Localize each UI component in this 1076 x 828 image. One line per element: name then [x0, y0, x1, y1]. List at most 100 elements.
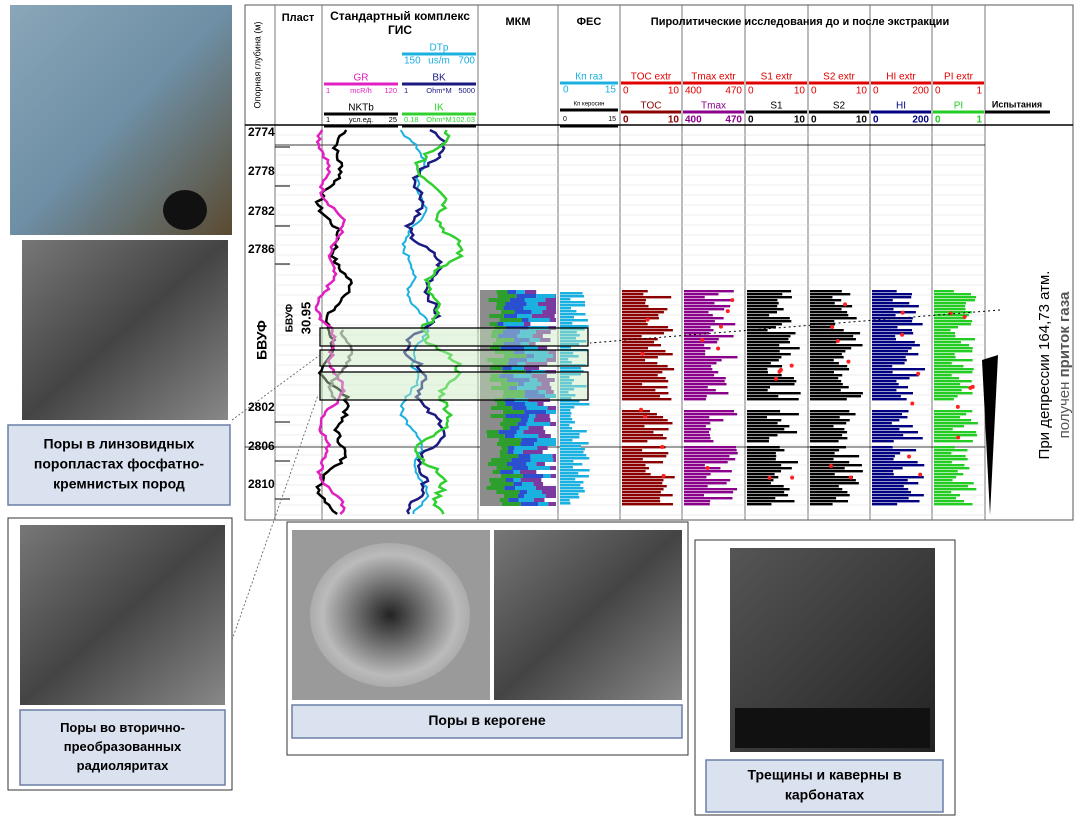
mkm-fill: [524, 350, 549, 354]
fes-bar: [560, 490, 585, 493]
pyro-bar: [934, 455, 966, 458]
mkm-fill: [480, 394, 503, 398]
pyro-bar: [872, 323, 923, 326]
mkm-fill: [496, 490, 520, 494]
pyro-bar: [622, 386, 668, 389]
pyro-bar: [872, 470, 894, 473]
label: HI: [896, 101, 906, 112]
pyro-bar: [747, 422, 778, 425]
pyro-bar: [872, 380, 897, 383]
pyro-dot: [700, 338, 705, 343]
pyro-bar: [747, 347, 800, 350]
pyro-bar: [934, 491, 952, 494]
pyro-bar: [810, 380, 842, 383]
pyro-bar: [810, 470, 863, 473]
label: 0: [623, 115, 629, 126]
pyro-dot: [730, 298, 735, 303]
label: BK: [432, 73, 446, 84]
mkm-fill: [492, 470, 501, 474]
pyro-bar: [934, 398, 954, 401]
pyro-bar: [684, 464, 705, 467]
fes-bar: [560, 310, 577, 313]
depth-label: 2806: [248, 439, 275, 453]
pyro-bar: [872, 416, 908, 419]
pyro-bar: [622, 416, 664, 419]
fes-bar: [560, 457, 590, 460]
pyro-bar: [747, 362, 771, 365]
label: 700: [458, 56, 475, 67]
mkm-fill: [553, 458, 556, 462]
fes-bar: [560, 445, 581, 448]
pyro-bar: [810, 347, 852, 350]
mkm-fill: [524, 410, 547, 414]
pyro-bar: [622, 296, 672, 299]
fes-bar: [560, 343, 580, 346]
mkm-fill: [499, 374, 514, 378]
mkm-fill: [514, 434, 539, 438]
pyro-bar: [684, 347, 711, 350]
pyro-bar: [684, 386, 708, 389]
pyro-bar: [934, 461, 952, 464]
label: 0: [748, 86, 754, 97]
label: ФЕС: [577, 16, 602, 28]
mkm-fill: [480, 446, 502, 450]
mkm-fill: [517, 422, 527, 426]
label: Испытания: [992, 99, 1042, 109]
mkm-fill: [494, 350, 514, 354]
pyro-bar: [622, 299, 646, 302]
pyro-bar: [872, 332, 914, 335]
pyro-bar: [934, 470, 958, 473]
pyro-bar: [622, 470, 646, 473]
mkm-fill: [522, 450, 543, 454]
pyro-bar: [810, 431, 848, 434]
pyro-bar: [872, 455, 895, 458]
pyro-bar: [684, 308, 725, 311]
pyro-bar: [747, 491, 785, 494]
pyro-bar: [684, 344, 705, 347]
pyro-bar: [747, 449, 785, 452]
pyro-bar: [684, 398, 706, 401]
mkm-fill: [549, 318, 556, 322]
pyro-bar: [747, 494, 789, 497]
mkm-fill: [536, 386, 552, 390]
pyro-bar: [622, 473, 651, 476]
pyro-bar: [684, 416, 710, 419]
fes-bar: [560, 454, 587, 457]
pyro-bar: [934, 416, 961, 419]
mkm-fill: [480, 410, 503, 414]
pyro-bar: [934, 452, 952, 455]
pyro-bar: [684, 413, 738, 416]
pyro-bar: [622, 290, 648, 293]
pyro-bar: [934, 467, 970, 470]
pyro-bar: [747, 461, 798, 464]
mkm-fill: [523, 322, 531, 326]
mkm-fill: [500, 346, 525, 350]
pyro-bar: [810, 290, 842, 293]
mkm-fill: [524, 382, 542, 386]
pyro-dot: [918, 472, 923, 477]
mkm-fill: [490, 374, 500, 378]
mkm-fill: [523, 430, 546, 434]
pyro-bar: [934, 308, 966, 311]
pyro-bar: [810, 413, 856, 416]
mkm-fill: [521, 318, 529, 322]
mkm-fill: [487, 358, 509, 362]
fes-bar: [560, 316, 574, 319]
mkm-fill: [524, 494, 546, 498]
mkm-fill: [480, 454, 500, 458]
mkm-fill: [522, 474, 544, 478]
mkm-fill: [511, 366, 524, 370]
pyro-bar: [810, 434, 843, 437]
pyro-bar: [622, 329, 673, 332]
mkm-fill: [497, 334, 518, 338]
pyro-bar: [747, 308, 784, 311]
mkm-fill: [503, 306, 524, 310]
label: Ohm*M: [426, 86, 451, 95]
pyro-bar: [872, 476, 924, 479]
caption-text: карбонатах: [785, 787, 864, 803]
pyro-bar: [684, 500, 711, 503]
pyro-bar: [622, 371, 663, 374]
pyro-bar: [934, 446, 955, 449]
log-curve: [314, 129, 347, 515]
pyro-bar: [622, 359, 646, 362]
